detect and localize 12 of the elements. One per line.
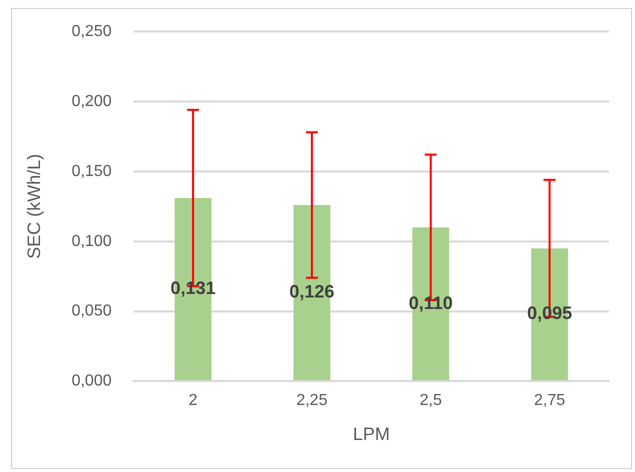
- y-tick-label: 0,100: [72, 232, 112, 250]
- x-axis-title: LPM: [352, 424, 390, 444]
- x-tick-label: 2,25: [296, 392, 328, 410]
- y-tick-label: 0,200: [72, 92, 112, 110]
- y-tick-label: 0,150: [72, 162, 112, 180]
- x-tick-label: 2,5: [420, 392, 442, 410]
- y-tick-label: 0,000: [72, 372, 112, 390]
- y-tick-label: 0,250: [72, 23, 112, 40]
- y-tick-label: 0,050: [72, 302, 112, 320]
- x-tick-label: 2: [188, 392, 198, 410]
- y-axis-title: SEC (kWh/L): [24, 154, 44, 259]
- x-tick-label: 2,75: [534, 392, 566, 410]
